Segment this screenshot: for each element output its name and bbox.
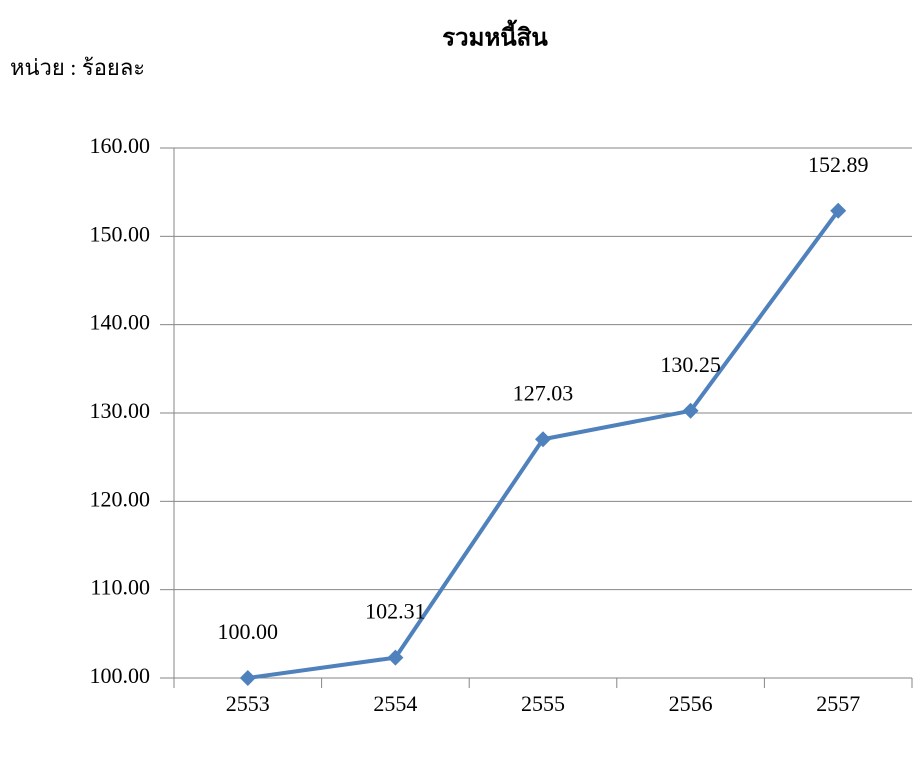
x-tick-label: 2557 bbox=[816, 691, 860, 716]
y-tick-label: 130.00 bbox=[90, 398, 151, 423]
y-tick-label: 120.00 bbox=[90, 486, 151, 511]
unit-label: หน่วย : ร้อยละ bbox=[10, 55, 145, 80]
data-label: 130.25 bbox=[660, 352, 721, 377]
x-tick-label: 2554 bbox=[373, 691, 417, 716]
marker bbox=[387, 649, 404, 666]
y-tick-label: 100.00 bbox=[90, 663, 151, 688]
x-tick-label: 2555 bbox=[521, 691, 565, 716]
data-label: 152.89 bbox=[808, 152, 869, 177]
y-tick-label: 150.00 bbox=[90, 221, 151, 246]
marker bbox=[830, 202, 847, 219]
data-label: 102.31 bbox=[365, 599, 426, 624]
x-tick-label: 2553 bbox=[226, 691, 270, 716]
data-label: 127.03 bbox=[513, 380, 574, 405]
chart-title: รวมหนี้สิน bbox=[442, 19, 548, 52]
marker bbox=[682, 402, 699, 419]
y-tick-label: 140.00 bbox=[90, 310, 151, 335]
marker bbox=[239, 670, 256, 686]
data-label: 100.00 bbox=[218, 619, 279, 644]
y-tick-label: 160.00 bbox=[90, 133, 151, 158]
marker bbox=[535, 431, 551, 448]
y-tick-label: 110.00 bbox=[90, 575, 150, 600]
x-tick-label: 2556 bbox=[669, 691, 713, 716]
